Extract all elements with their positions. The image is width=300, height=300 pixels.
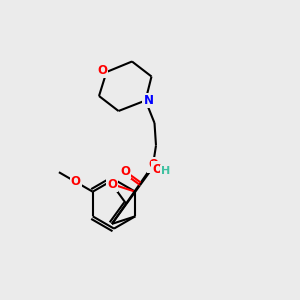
- Text: O: O: [153, 163, 163, 176]
- Text: O: O: [148, 158, 158, 172]
- Text: H: H: [161, 166, 171, 176]
- Text: N: N: [143, 94, 154, 107]
- Text: O: O: [71, 176, 81, 188]
- Text: O: O: [107, 178, 117, 190]
- Text: O: O: [120, 165, 130, 178]
- Text: O: O: [97, 64, 107, 77]
